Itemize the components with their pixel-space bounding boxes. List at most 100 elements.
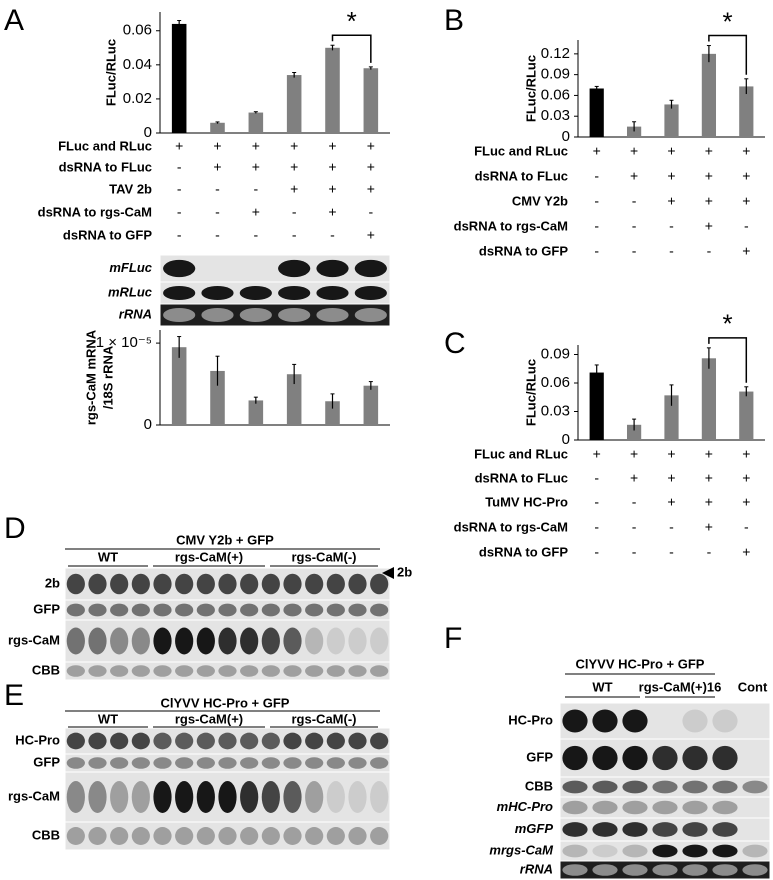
group-label: WT: [592, 679, 612, 694]
blot-band: [66, 781, 85, 813]
y-tick-label: 0.06: [123, 22, 152, 39]
group-label: rgs-CaM(+): [175, 711, 243, 726]
bar: [325, 47, 340, 134]
blot-band: [326, 757, 345, 769]
blot-band: [622, 800, 648, 815]
blot-band: [348, 827, 367, 845]
blot-band: [131, 665, 150, 677]
treatment-sign: +: [213, 159, 221, 175]
blot-band: [175, 827, 194, 845]
blot-band: [712, 800, 738, 815]
row-label: GFP: [33, 601, 60, 616]
treatment-sign: +: [367, 159, 375, 175]
row-label: rgs-CaM: [8, 788, 60, 803]
blot-band: [131, 732, 150, 750]
blot-band: [163, 307, 196, 323]
blot-band: [153, 757, 172, 769]
panel-letter: F: [444, 622, 462, 655]
bar: [701, 53, 717, 137]
blot-band: [370, 603, 389, 617]
blot-band: [592, 844, 618, 858]
treatment-sign: +: [630, 168, 638, 184]
blot-band: [305, 781, 324, 813]
blot-band: [283, 827, 302, 845]
blot-band: [326, 732, 345, 750]
blot-band: [326, 573, 345, 595]
blot-band: [175, 573, 194, 595]
treatment-sign: +: [290, 159, 298, 175]
treatment-label: FLuc and RLuc: [58, 138, 152, 153]
group-label: WT: [98, 549, 118, 564]
blot-band: [712, 709, 738, 733]
treatment-label: dsRNA to rgs-CaM: [454, 218, 568, 233]
treatment-sign: -: [253, 227, 258, 243]
bar: [171, 23, 187, 133]
blot-band: [622, 822, 648, 837]
blot-row: [159, 254, 391, 283]
bar: [664, 395, 679, 440]
blot-band: [712, 864, 738, 876]
blot-band: [261, 732, 280, 750]
blot-band: [110, 757, 129, 769]
row-label: 2b: [45, 575, 60, 590]
treatment-sign: -: [632, 218, 637, 234]
blot-band: [283, 757, 302, 769]
treatment-sign: -: [215, 181, 220, 197]
y-tick-label: 0.06: [541, 374, 570, 391]
treatment-sign: +: [742, 494, 750, 510]
blot-band: [326, 603, 345, 617]
blot-band: [110, 732, 129, 750]
blot-band: [131, 827, 150, 845]
row-label: rRNA: [520, 861, 553, 876]
treatment-sign: +: [705, 193, 713, 209]
y-axis-label: /18S rRNA: [100, 345, 115, 409]
treatment-sign: +: [328, 181, 336, 197]
blot-band: [283, 627, 302, 655]
row-label: GFP: [33, 754, 60, 769]
bar: [210, 122, 225, 133]
blot-band: [163, 259, 196, 278]
bar: [325, 401, 340, 425]
treatment-sign: +: [328, 159, 336, 175]
blot-band: [66, 827, 85, 845]
blot-band: [261, 603, 280, 617]
treatment-sign: +: [667, 168, 675, 184]
blot-band: [326, 827, 345, 845]
treatment-sign: +: [705, 218, 713, 234]
treatment-sign: +: [630, 470, 638, 486]
panel-letter: C: [444, 327, 466, 360]
blot-band: [153, 603, 172, 617]
treatment-sign: -: [292, 227, 297, 243]
blot-band: [88, 573, 107, 595]
blot-band: [652, 864, 678, 876]
blot-band: [88, 827, 107, 845]
blot-band: [240, 827, 259, 845]
treatment-sign: +: [290, 181, 298, 197]
blot-band: [240, 603, 259, 617]
row-label: rgs-CaM: [8, 632, 60, 647]
blot-band: [175, 665, 194, 677]
treatment-label: dsRNA to GFP: [479, 243, 568, 258]
blot-band: [218, 665, 237, 677]
blot-band: [261, 757, 280, 769]
treatment-sign: -: [177, 227, 182, 243]
treatment-sign: -: [368, 204, 373, 220]
treatment-sign: +: [252, 204, 260, 220]
blot-band: [240, 665, 259, 677]
row-label: CBB: [32, 827, 60, 842]
bar: [626, 424, 642, 440]
group-label: rgs-CaM(-): [292, 711, 357, 726]
group-label: rgs-CaM(+)16: [639, 679, 722, 694]
y-tick-label: 0.09: [541, 345, 570, 362]
blot-band: [218, 573, 237, 595]
y-tick-label: 0.02: [123, 90, 152, 107]
blot-band: [592, 780, 618, 794]
treatment-label: dsRNA to FLuc: [475, 168, 568, 183]
blot-band: [370, 665, 389, 677]
blot-band: [370, 732, 389, 750]
row-label: CBB: [525, 778, 553, 793]
blot-band: [348, 627, 367, 655]
treatment-sign: -: [744, 218, 749, 234]
significance-bracket: [708, 34, 748, 75]
blot-band: [218, 732, 237, 750]
